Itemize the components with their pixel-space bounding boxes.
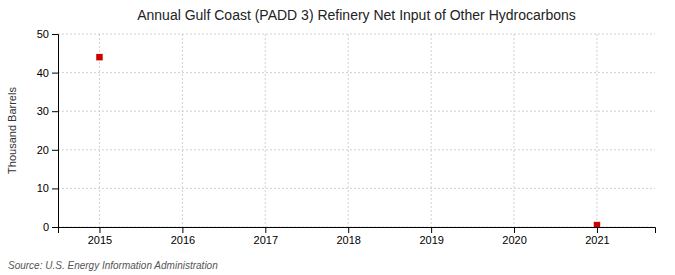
source: Source: U.S. Energy Information Administ… <box>8 260 218 271</box>
x-tick-mark <box>99 227 100 233</box>
y-tick-mark <box>52 227 58 228</box>
point <box>594 222 600 227</box>
title: Annual Gulf Coast (PADD 3) Refinery Net … <box>137 7 576 23</box>
x-tick-label: 2018 <box>336 234 360 246</box>
y-axis-title: Thousand Barrels <box>6 87 18 174</box>
x-grid-line <box>596 34 597 227</box>
y-tick-mark <box>52 150 58 151</box>
y-grid-line <box>58 34 655 35</box>
y-tick: 30 <box>37 105 58 117</box>
y-tick-label: 0 <box>43 221 49 233</box>
x-tick: 2017 <box>254 227 278 246</box>
x-grid-line <box>99 34 100 227</box>
x-grid-line <box>514 34 515 227</box>
x-tick-label: 2016 <box>171 234 195 246</box>
grid <box>58 34 655 227</box>
y-tick-label: 40 <box>37 67 49 79</box>
x-tick-mark <box>597 227 598 233</box>
x-tick: 2015 <box>88 227 112 246</box>
x-tick: 2020 <box>502 227 526 246</box>
x-tick-mark <box>431 227 432 233</box>
x-tick-label: 2019 <box>419 234 443 246</box>
y-tick: 0 <box>43 221 58 233</box>
y-tick: 20 <box>37 144 58 156</box>
y-tick-label: 50 <box>37 28 49 40</box>
x-grid-line <box>348 34 349 227</box>
y-axis-line <box>52 35 59 228</box>
x-tick-mark <box>265 227 266 233</box>
y-tick: 10 <box>37 182 58 194</box>
point <box>96 54 102 60</box>
x-grid-line <box>265 34 266 227</box>
y-tick-label: 30 <box>37 105 49 117</box>
chart: 2015 2016 2017 2018 2019 2020 2021 0 10 20 30 40 50 A… <box>0 0 675 275</box>
x-axis: 2015 2016 2017 2018 2019 2020 2021 <box>59 227 656 246</box>
x-tick-mark <box>348 227 349 233</box>
x-tick: 2021 <box>585 227 609 246</box>
x-axis-line <box>59 228 656 234</box>
y-tick-mark <box>52 188 58 189</box>
x-tick: 2018 <box>336 227 360 246</box>
y-grid-line <box>58 72 655 73</box>
x-tick-label: 2021 <box>585 234 609 246</box>
x-tick-mark <box>514 227 515 233</box>
y-grid-line <box>58 149 655 150</box>
y-grid-line <box>58 111 655 112</box>
x-tick-label: 2017 <box>254 234 278 246</box>
x-tick-mark <box>182 227 183 233</box>
y-tick: 40 <box>37 67 58 79</box>
x-tick: 2016 <box>171 227 195 246</box>
plot-area: 2015 2016 2017 2018 2019 2020 2021 0 10 20 30 40 50 <box>37 28 656 246</box>
y-tick-mark <box>52 34 58 35</box>
y-tick: 50 <box>37 28 58 40</box>
y-grid-line <box>58 188 655 189</box>
y-tick-mark <box>52 73 58 74</box>
x-grid-line <box>431 34 432 227</box>
x-tick: 2019 <box>419 227 443 246</box>
marks <box>96 54 600 227</box>
y-axis: 0 10 20 30 40 50 <box>37 28 59 233</box>
x-tick-label: 2020 <box>502 234 526 246</box>
y-tick-label: 20 <box>37 144 49 156</box>
y-tick-label: 10 <box>37 182 49 194</box>
x-tick-label: 2015 <box>88 234 112 246</box>
y-tick-mark <box>52 111 58 112</box>
x-grid-line <box>182 34 183 227</box>
